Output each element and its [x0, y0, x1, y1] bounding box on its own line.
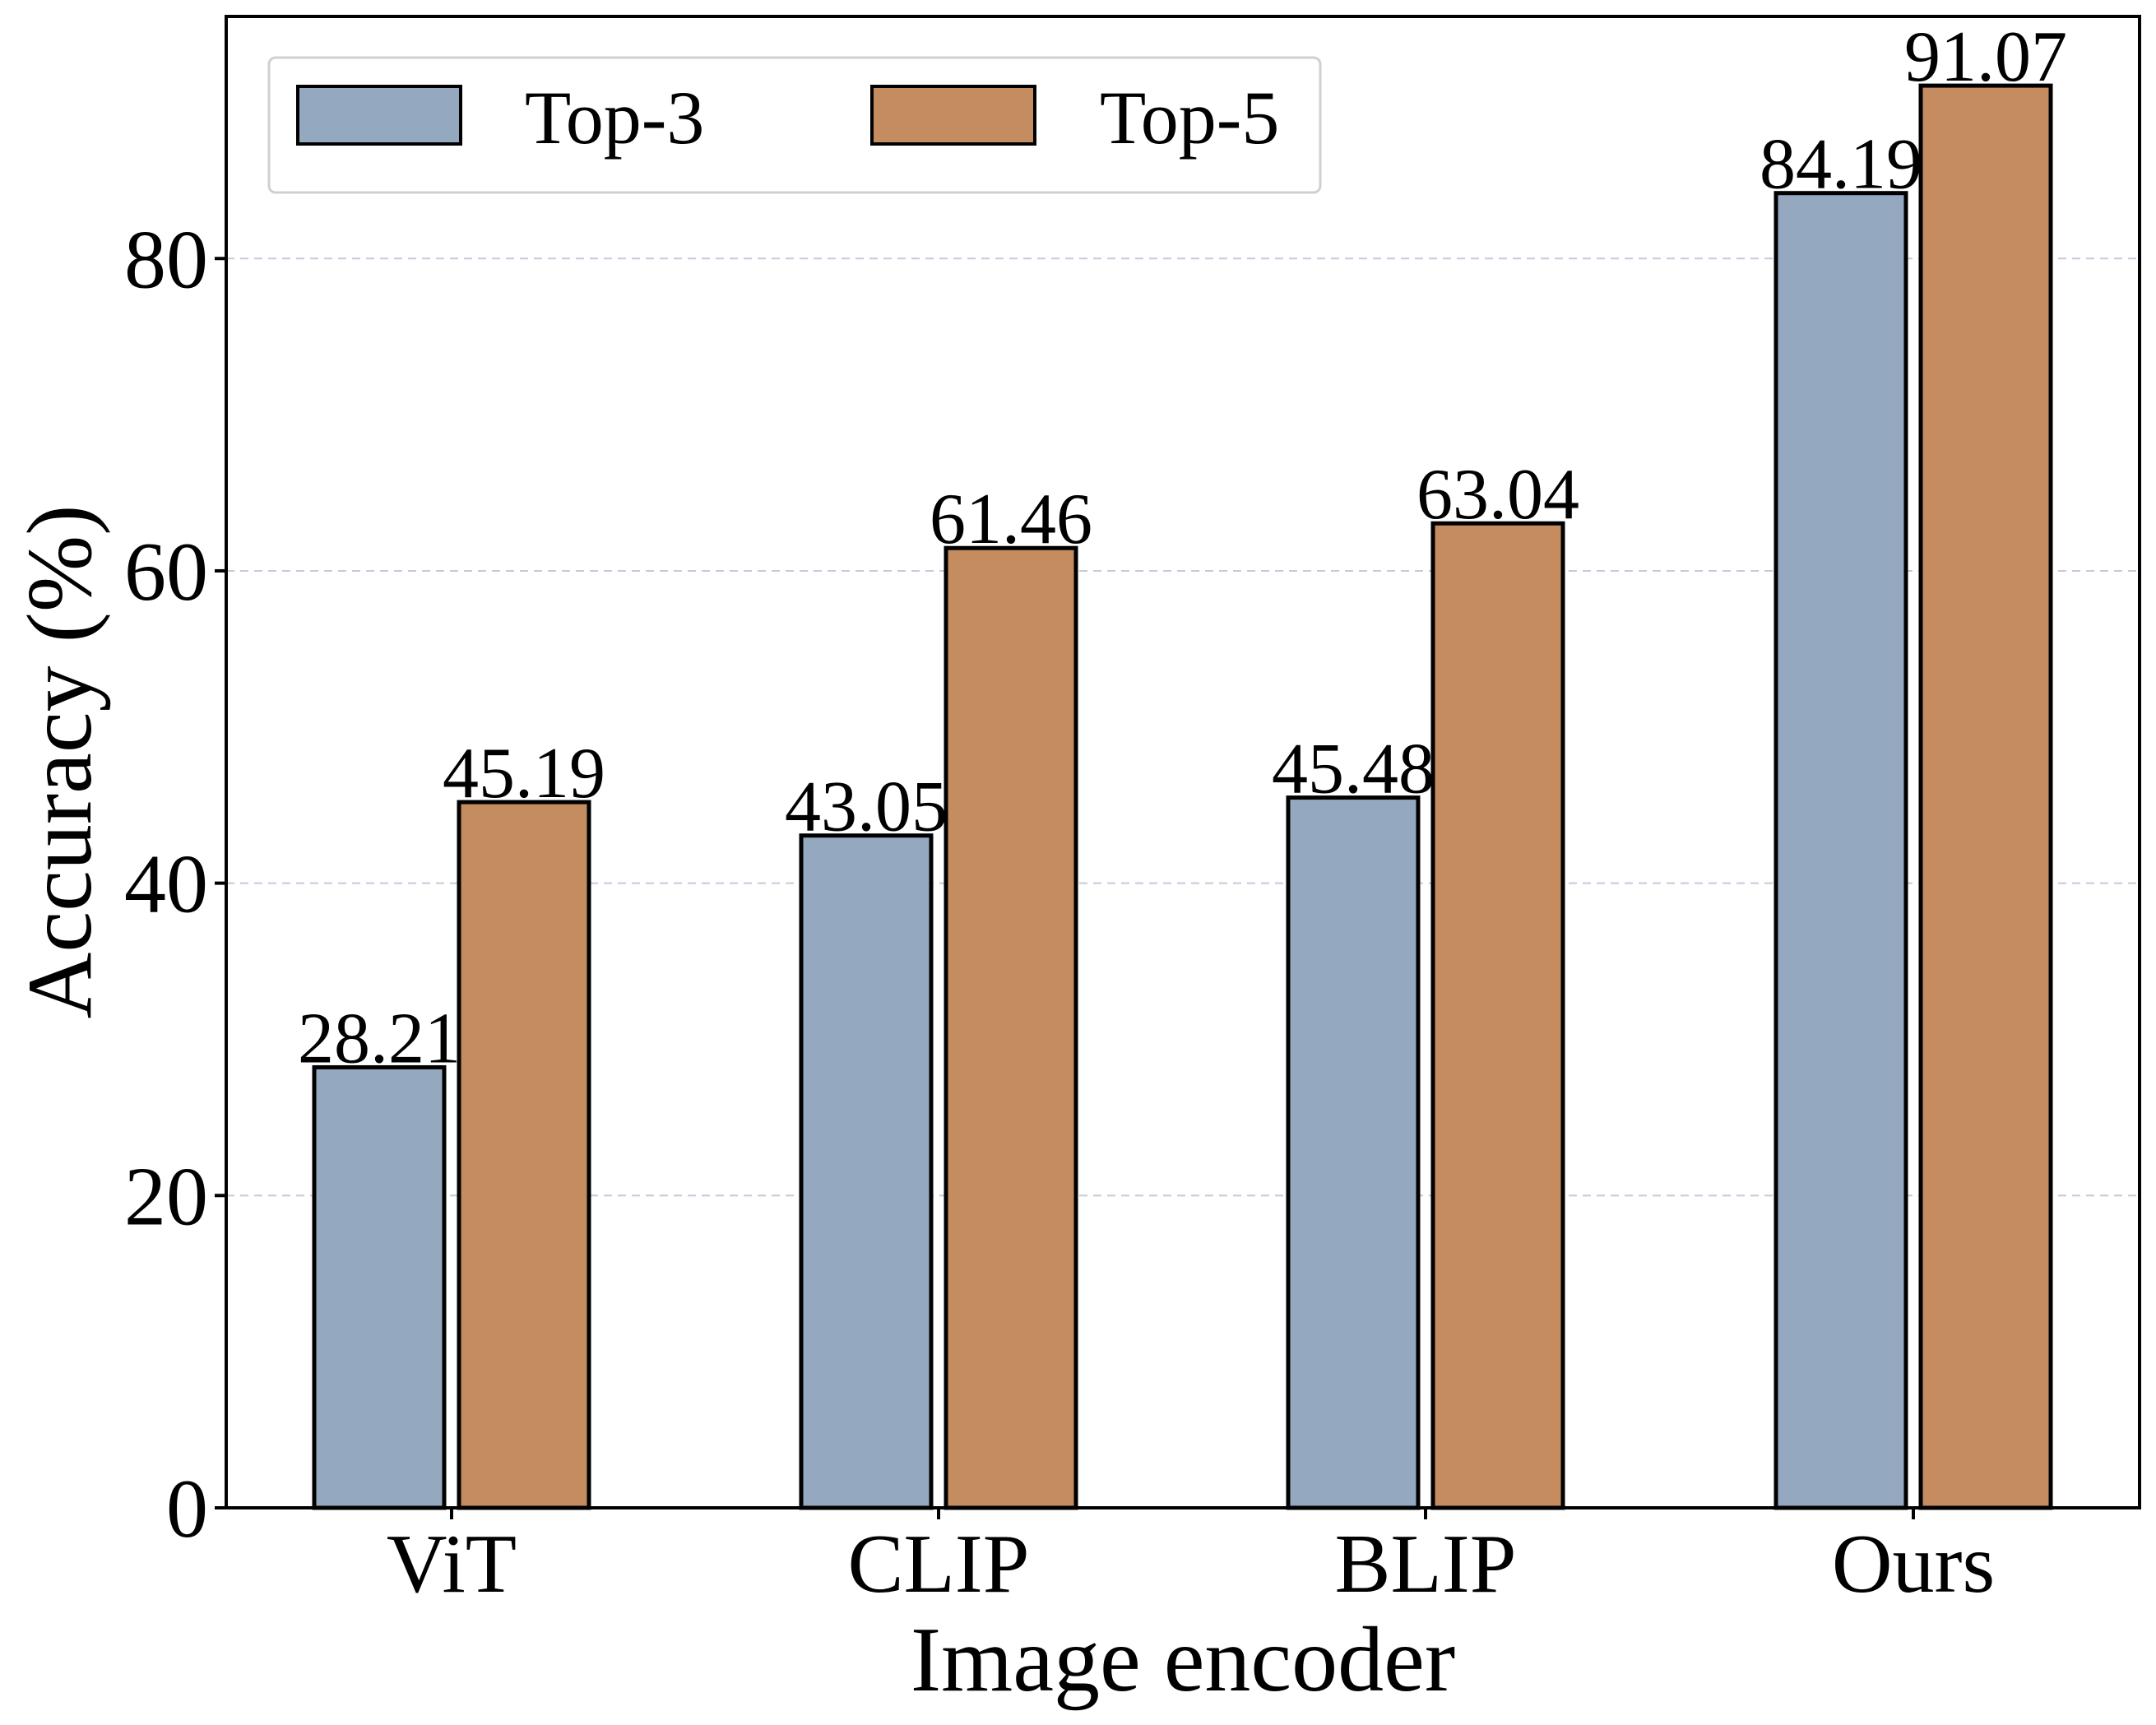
- x-axis-ticks: ViT CLIP BLIP Ours: [387, 1508, 1995, 1611]
- bar-top-5-clip: [944, 545, 1078, 1510]
- legend-label-top-5: Top-5: [1100, 76, 1279, 160]
- bar-top-3-clip: [799, 833, 934, 1510]
- data-label: 45.19: [443, 734, 605, 814]
- data-label: 28.21: [298, 999, 461, 1078]
- x-tick-label: ViT: [387, 1518, 517, 1611]
- y-tick-label: 0: [166, 1463, 208, 1556]
- bar-top-3-ours: [1773, 191, 1908, 1510]
- plot-frame: [225, 15, 2141, 1509]
- legend: Top-3 Top-5: [267, 56, 1322, 194]
- y-axis-ticks: 0 20 40 60 80: [124, 213, 226, 1556]
- data-label: 43.05: [785, 767, 948, 847]
- bar-top-3-blip: [1286, 795, 1421, 1510]
- y-tick-label: 40: [124, 838, 208, 931]
- data-label: 63.04: [1416, 455, 1579, 535]
- data-label: 45.48: [1272, 730, 1435, 809]
- legend-box: [267, 56, 1322, 194]
- x-tick-label: CLIP: [847, 1518, 1029, 1611]
- bar-top-5-vit: [457, 800, 591, 1510]
- legend-swatch-top-5: [870, 85, 1036, 146]
- bar-top-5-ours: [1918, 83, 2053, 1510]
- data-labels: 28.21 43.05 45.48 84.19 45.19 61.46 63.04 91.07: [298, 17, 2067, 1078]
- data-label: 84.19: [1760, 125, 1922, 205]
- y-tick-label: 60: [124, 526, 208, 619]
- legend-label-top-3: Top-3: [525, 76, 704, 160]
- bar-top-5-blip: [1430, 521, 1565, 1510]
- data-label: 61.46: [930, 480, 1092, 559]
- y-axis-title: Accuracy (%): [9, 505, 111, 1019]
- x-tick-label: Ours: [1832, 1518, 1995, 1611]
- data-label: 91.07: [1904, 17, 2067, 97]
- x-axis-title: Image encoder: [911, 1609, 1455, 1711]
- y-tick-label: 20: [124, 1150, 208, 1243]
- legend-swatch-top-3: [296, 85, 462, 146]
- bar-top-3-vit: [312, 1064, 447, 1510]
- y-tick-label: 80: [124, 213, 208, 306]
- x-tick-label: BLIP: [1334, 1518, 1516, 1611]
